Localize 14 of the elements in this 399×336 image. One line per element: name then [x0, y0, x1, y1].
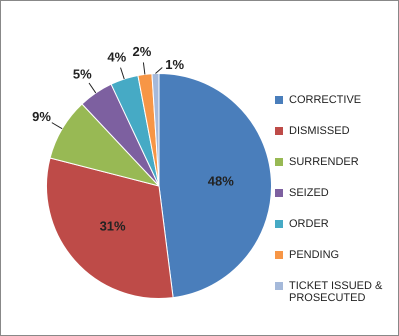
data-label: 31% [100, 218, 126, 234]
data-label: 5% [72, 66, 92, 82]
legend-label: TICKET ISSUED & PROSECUTED [289, 280, 384, 304]
legend-label: SURRENDER [289, 156, 359, 168]
data-label: 4% [107, 50, 127, 65]
data-label: 1% [165, 57, 185, 72]
legend-label: DISMISSED [289, 125, 350, 137]
legend-label: PENDING [289, 249, 340, 261]
legend-label: ORDER [289, 218, 329, 230]
data-label: 9% [32, 109, 52, 124]
legend-label: SEIZED [289, 187, 329, 199]
legend-label: CORRECTIVE [289, 94, 362, 106]
data-label: 48% [208, 174, 234, 189]
data-label: 2% [132, 44, 152, 60]
